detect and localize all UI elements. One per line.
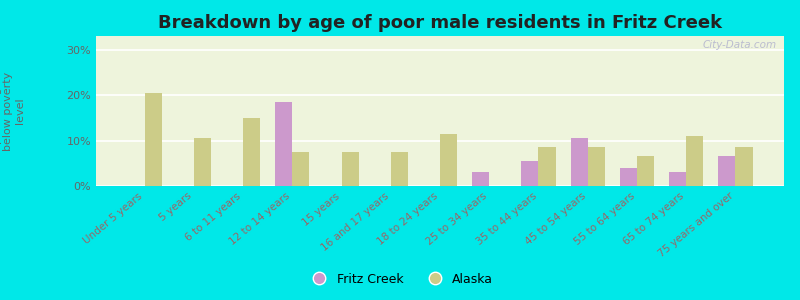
Bar bbox=[390, 152, 408, 186]
Bar bbox=[472, 172, 490, 186]
Bar bbox=[718, 157, 735, 186]
Bar bbox=[275, 102, 292, 186]
Text: City-Data.com: City-Data.com bbox=[703, 40, 777, 50]
Bar bbox=[522, 161, 538, 186]
Bar bbox=[686, 136, 703, 186]
Bar bbox=[588, 147, 605, 186]
Bar bbox=[620, 168, 637, 186]
Bar bbox=[570, 138, 588, 186]
Bar bbox=[342, 152, 358, 186]
Legend: Fritz Creek, Alaska: Fritz Creek, Alaska bbox=[302, 268, 498, 291]
Text: percentage
below poverty
level: percentage below poverty level bbox=[0, 71, 25, 151]
Bar bbox=[440, 134, 458, 186]
Bar bbox=[538, 147, 556, 186]
Bar bbox=[145, 93, 162, 186]
Title: Breakdown by age of poor male residents in Fritz Creek: Breakdown by age of poor male residents … bbox=[158, 14, 722, 32]
Bar bbox=[292, 152, 310, 186]
Bar bbox=[194, 138, 211, 186]
Bar bbox=[735, 147, 753, 186]
Bar bbox=[669, 172, 686, 186]
Bar bbox=[243, 118, 260, 186]
Bar bbox=[637, 157, 654, 186]
